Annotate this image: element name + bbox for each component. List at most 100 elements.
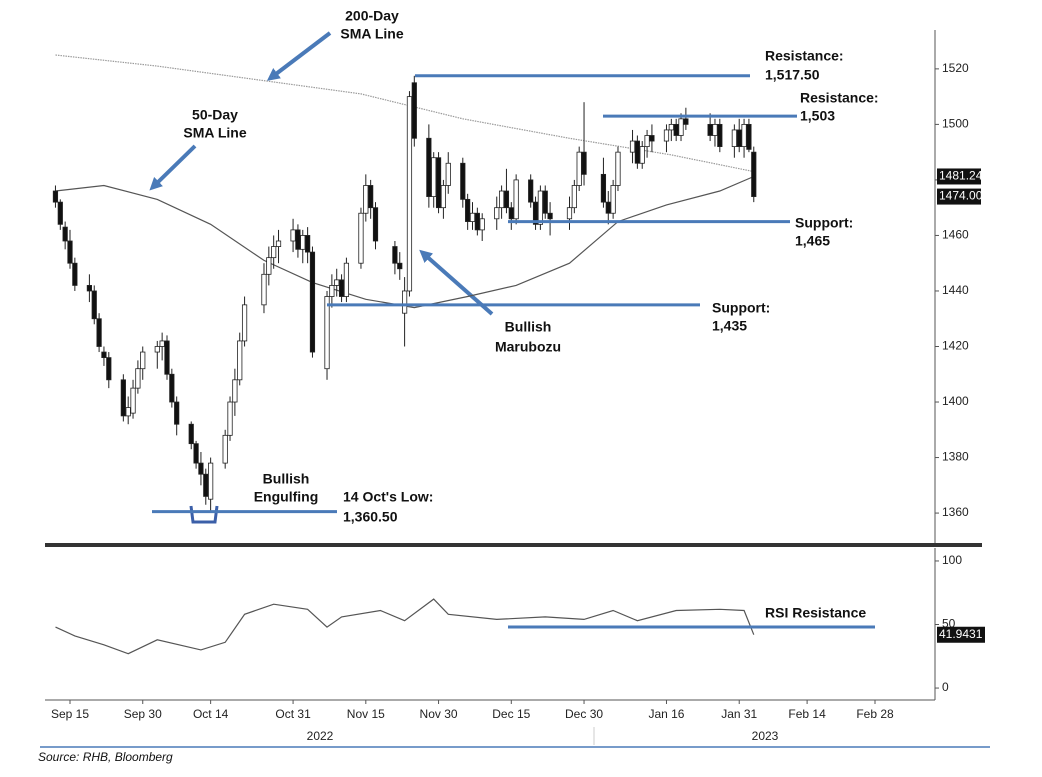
candle-body [338, 279, 345, 297]
candle-body [741, 123, 747, 148]
annotation: Marubozu [495, 339, 561, 355]
candle-body [542, 190, 548, 214]
candle-body [392, 246, 398, 264]
annotation: 50-Day [192, 107, 238, 123]
y-tick-label: 1500 [942, 117, 969, 131]
candle-body [329, 285, 335, 297]
candle-body [275, 240, 282, 247]
candle-body [343, 262, 350, 297]
candle-body [576, 151, 582, 186]
candle-body [261, 273, 267, 306]
level-label: RSI Resistance [765, 605, 866, 621]
candle-body [581, 151, 587, 175]
candle-body [460, 162, 466, 200]
value-box [937, 168, 981, 185]
source: Source: RHB, Bloomberg [38, 750, 173, 764]
candle-body [397, 262, 403, 270]
candle-body [222, 434, 228, 464]
candle-body [469, 212, 476, 222]
line [55, 175, 755, 309]
candle-body [130, 387, 136, 414]
candle-body [474, 212, 480, 231]
candle-body [513, 179, 519, 220]
y-tick-label: 1380 [942, 450, 969, 464]
value-box [937, 188, 981, 205]
candle-body [629, 140, 636, 153]
candle-body [208, 462, 214, 500]
candle-body [193, 443, 199, 464]
candle-body [169, 373, 175, 403]
candle-body [615, 151, 621, 186]
level-value: 1,360.50 [343, 509, 398, 525]
candle-body [188, 423, 194, 445]
candle-body [503, 190, 510, 209]
year-label: 2023 [752, 729, 779, 743]
value-box-label: 1481.24 [939, 169, 983, 183]
candle-body [106, 357, 112, 381]
candle-body [673, 123, 679, 136]
y-tick-label: 1420 [942, 339, 969, 353]
candle-body [154, 346, 160, 353]
candle-body [120, 379, 126, 417]
x-tick-label: Feb 14 [788, 707, 826, 721]
level-label: Resistance: [765, 48, 844, 64]
y-tick-label: 1400 [942, 394, 969, 408]
level-label: Resistance: [800, 90, 879, 106]
x-tick-label: Nov 15 [347, 707, 385, 721]
year-label: 2022 [307, 729, 334, 743]
y-tick-label: 1440 [942, 283, 969, 297]
candle-body [363, 185, 369, 214]
candle-body [198, 462, 204, 475]
candle-body [164, 340, 170, 375]
candle-body [566, 207, 573, 220]
candle-body [125, 407, 131, 417]
candle-body [411, 82, 417, 139]
candle-body [101, 351, 107, 359]
candle-body [72, 262, 78, 286]
candle-body [52, 190, 59, 203]
y-tick-label: 100 [942, 553, 962, 567]
x-tick-label: Feb 28 [856, 707, 894, 721]
y-tick-label: 0 [942, 680, 949, 694]
candle-body [295, 229, 301, 250]
x-tick-label: Dec 30 [565, 707, 603, 721]
value-box-label: 41.9431 [939, 627, 983, 641]
candle-body [678, 118, 684, 136]
candle-body [649, 135, 655, 142]
candle-body [368, 185, 374, 209]
candle-body [140, 351, 146, 370]
candle-body [479, 218, 485, 231]
arrow [149, 144, 197, 191]
candle-body [334, 279, 340, 286]
candle-body [751, 151, 757, 197]
annotation: Bullish [505, 319, 552, 335]
candle-body [639, 146, 645, 164]
candle-body [402, 290, 408, 314]
candle-body [465, 198, 471, 222]
candle-body [717, 123, 723, 148]
candle-body [358, 212, 364, 264]
candle-body [372, 207, 379, 242]
candle-body [644, 135, 650, 148]
y-tick-label: 1460 [942, 228, 969, 242]
candle-body [309, 251, 316, 353]
candle-body [731, 129, 737, 148]
candle-body [91, 290, 97, 320]
candle-body [290, 229, 296, 242]
candle-body [232, 379, 238, 403]
x-tick-label: Oct 31 [275, 707, 311, 721]
candle-body [227, 401, 233, 436]
y-tick-label: 1360 [942, 505, 969, 519]
candle-body [736, 129, 742, 148]
x-tick-label: Jan 31 [721, 707, 757, 721]
annotation: 200-Day [345, 8, 399, 24]
x-tick-label: Sep 15 [51, 707, 89, 721]
candle-body [668, 123, 674, 131]
candle-body [174, 401, 180, 425]
y-tick-label: 1520 [942, 61, 969, 75]
candle-body [57, 201, 63, 225]
candle-body [494, 207, 500, 220]
candle-body [237, 340, 243, 381]
candle-body [528, 179, 534, 203]
